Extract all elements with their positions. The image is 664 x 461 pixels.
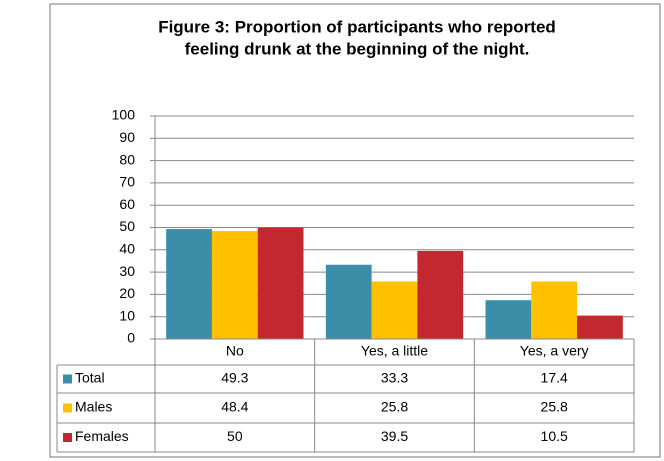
y-tick-label: 20 (119, 285, 135, 301)
bar (371, 281, 418, 339)
table-value: 50 (227, 428, 243, 444)
table-value: 25.8 (381, 399, 408, 415)
table-value: 25.8 (541, 399, 568, 415)
table-value: 33.3 (381, 370, 408, 386)
bar (417, 250, 464, 339)
table-value: 10.5 (541, 428, 568, 444)
bar (166, 229, 212, 339)
x-tick-label: Yes, a very (520, 343, 589, 359)
table-value: 17.4 (541, 370, 568, 386)
bar (257, 227, 304, 339)
y-tick-label: 60 (119, 196, 135, 212)
table-value: 48.4 (221, 399, 248, 415)
table-value: 39.5 (381, 428, 408, 444)
x-tick-label: Yes, a little (361, 343, 428, 359)
y-tick-label: 10 (119, 307, 135, 323)
bar (485, 300, 532, 339)
chart-title: Figure 3: Proportion of participants who… (158, 17, 556, 36)
y-tick-label: 100 (112, 107, 136, 123)
legend-key (63, 433, 72, 442)
chart-title: feeling drunk at the beginning of the ni… (185, 39, 530, 58)
legend-key (63, 403, 72, 413)
y-tick-label: 0 (127, 330, 135, 346)
y-tick-label: 30 (119, 263, 135, 279)
bar (577, 315, 623, 339)
legend-label: Total (75, 370, 105, 386)
y-tick-label: 90 (119, 129, 135, 145)
chart-frame (49, 3, 661, 458)
legend-key (63, 374, 72, 384)
y-tick-label: 50 (119, 218, 135, 234)
legend-label: Males (75, 399, 112, 415)
y-tick-label: 40 (119, 241, 135, 257)
bar (211, 231, 258, 339)
bar (531, 281, 578, 339)
y-tick-label: 80 (119, 151, 135, 167)
table-value: 49.3 (221, 370, 248, 386)
y-tick-label: 70 (119, 174, 135, 190)
bar (325, 264, 372, 339)
x-tick-label: No (226, 343, 244, 359)
legend-label: Females (75, 428, 129, 444)
